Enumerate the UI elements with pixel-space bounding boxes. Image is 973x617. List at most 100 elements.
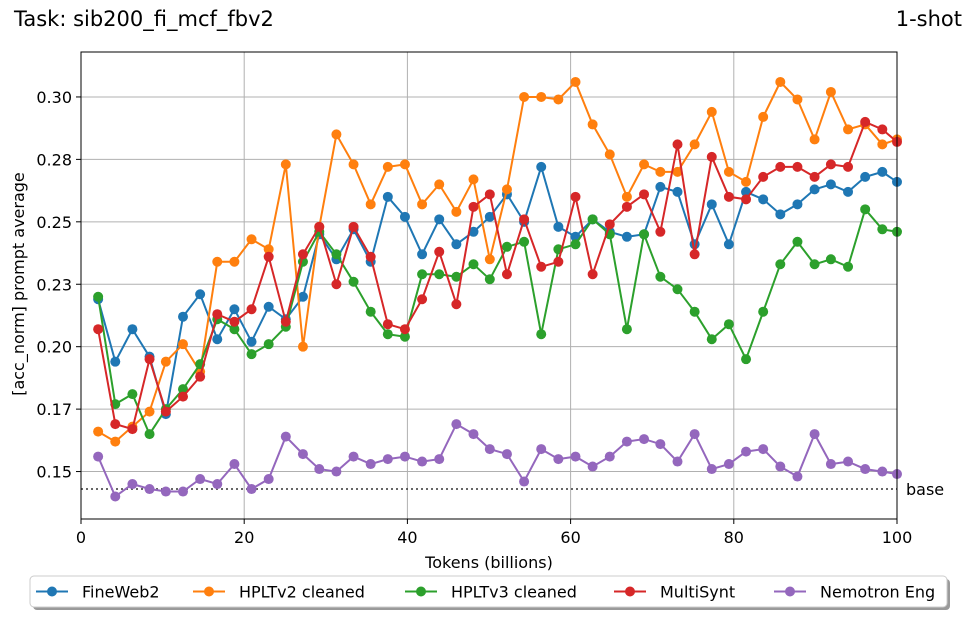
legend-box [29, 575, 948, 608]
data-point [110, 419, 121, 430]
data-point [825, 179, 836, 190]
series-multisynt [93, 116, 902, 435]
data-point [365, 251, 376, 262]
data-point [672, 456, 683, 467]
data-point [93, 451, 104, 462]
legend-marker [47, 586, 57, 597]
data-point [843, 161, 854, 172]
data-point [229, 256, 240, 267]
data-point [672, 139, 683, 150]
data-point [843, 124, 854, 135]
data-point [519, 91, 530, 102]
data-point [877, 139, 888, 150]
data-point [570, 451, 581, 462]
x-tick-label: 40 [397, 528, 417, 547]
data-point [229, 304, 240, 315]
plot-frame [80, 51, 898, 520]
y-tick-label: 0.15 [36, 463, 72, 482]
data-point [93, 426, 104, 437]
data-point [451, 239, 462, 250]
data-point [229, 324, 240, 335]
y-tick-label: 0.30 [36, 88, 72, 107]
data-point [314, 464, 325, 475]
data-point [723, 166, 734, 177]
data-point [314, 221, 325, 232]
data-point [160, 356, 171, 367]
data-point [127, 424, 138, 435]
data-point [297, 449, 308, 460]
data-point [246, 484, 257, 495]
data-point [775, 461, 786, 472]
data-point [655, 166, 666, 177]
data-point [655, 226, 666, 237]
data-point [178, 486, 188, 497]
data-point [297, 249, 308, 260]
data-point [93, 291, 104, 302]
data-point [689, 239, 700, 250]
data-point [843, 261, 854, 272]
legend-marker [416, 586, 426, 597]
data-point [672, 166, 683, 177]
baseline-label: base [906, 480, 944, 499]
data-point [621, 436, 632, 447]
series-group [93, 76, 902, 502]
y-tick-label: 0.28 [36, 150, 72, 169]
data-point [843, 186, 854, 197]
x-axis-label: Tokens (billions) [424, 553, 553, 572]
data-point [348, 451, 359, 462]
data-point [570, 76, 581, 87]
data-point [536, 91, 547, 102]
data-point [468, 429, 479, 440]
data-point [451, 299, 462, 310]
x-tick-label: 80 [724, 528, 744, 547]
data-point [877, 224, 888, 235]
data-point [639, 189, 650, 200]
legend-label: HPLTv3 cleaned [451, 583, 577, 602]
data-point [212, 309, 223, 320]
data-point [809, 184, 820, 195]
data-point [144, 354, 155, 365]
data-point [553, 94, 564, 105]
data-point [741, 194, 752, 205]
data-point [110, 491, 121, 502]
data-point [246, 349, 257, 360]
data-point [399, 451, 410, 462]
data-point [860, 464, 871, 475]
data-point [127, 324, 138, 335]
data-point [621, 231, 632, 242]
data-point [672, 186, 683, 197]
data-point [331, 249, 342, 260]
data-point [655, 271, 666, 282]
data-point [382, 329, 393, 340]
data-point [825, 254, 836, 265]
data-point [536, 329, 547, 340]
data-point [877, 124, 888, 135]
data-point [809, 429, 820, 440]
data-point [417, 456, 428, 467]
data-point [348, 159, 359, 170]
data-point [792, 471, 803, 482]
data-point [809, 171, 820, 182]
x-tick-label: 20 [234, 528, 254, 547]
data-point [706, 464, 717, 475]
data-point [212, 334, 223, 345]
legend: FineWeb2 HPLTv2 cleaned HPLTv3 cleaned Mult… [29, 575, 950, 610]
data-point [417, 199, 428, 210]
data-point [110, 356, 121, 367]
x-tick-label: 100 [882, 528, 913, 547]
data-point [587, 119, 598, 130]
data-point [365, 306, 376, 317]
data-point [468, 174, 479, 185]
series-fineweb2 [93, 161, 902, 420]
data-point [809, 134, 820, 145]
data-point [451, 206, 462, 217]
data-point [758, 306, 769, 317]
data-point [741, 176, 752, 187]
data-point [655, 181, 666, 192]
data-point [860, 116, 871, 127]
data-point [604, 149, 615, 160]
data-point [825, 159, 836, 170]
legend-marker [204, 586, 214, 597]
data-point [501, 269, 512, 280]
data-point [689, 306, 700, 317]
